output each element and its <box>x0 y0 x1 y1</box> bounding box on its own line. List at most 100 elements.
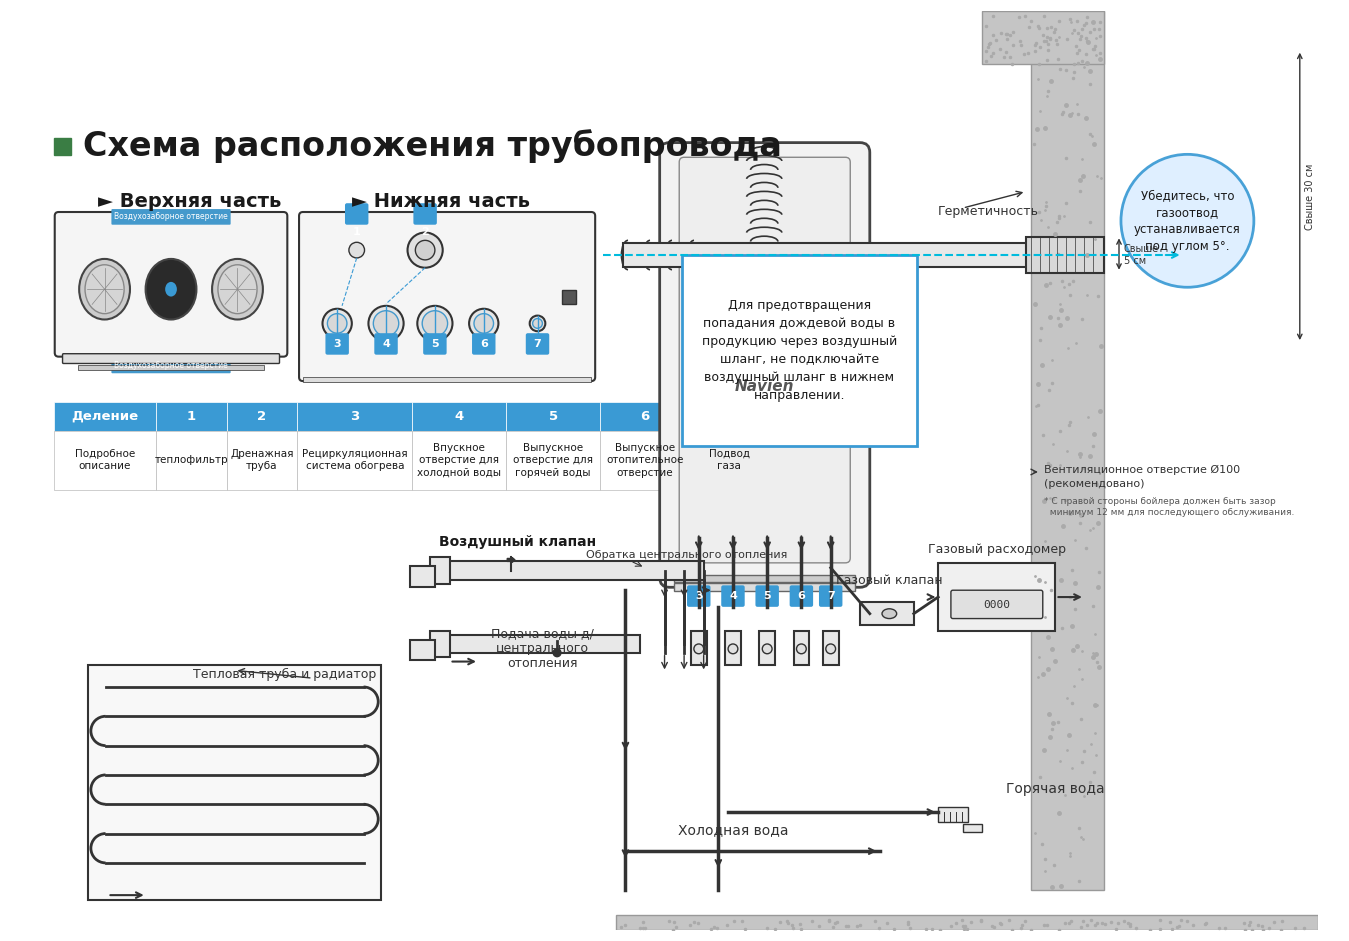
Text: Воздухозаборное отверстие: Воздухозаборное отверстие <box>115 361 228 370</box>
FancyBboxPatch shape <box>55 212 287 357</box>
Circle shape <box>533 319 542 328</box>
Bar <box>689 431 768 489</box>
Text: 2: 2 <box>258 409 267 423</box>
Text: 5: 5 <box>432 339 438 349</box>
Ellipse shape <box>212 259 263 320</box>
Text: 4: 4 <box>455 409 464 423</box>
FancyBboxPatch shape <box>345 203 368 225</box>
Circle shape <box>349 242 364 258</box>
Bar <box>413 402 506 431</box>
Text: Свыше
5 см: Свыше 5 см <box>1124 245 1159 265</box>
Ellipse shape <box>882 609 897 618</box>
Text: Подача воды д/
центрального
отопления: Подача воды д/ центрального отопления <box>491 628 594 670</box>
Bar <box>615 915 1318 931</box>
Bar <box>506 431 600 489</box>
Ellipse shape <box>146 259 197 320</box>
Text: Впускное
отверстие для
холодной воды: Впускное отверстие для холодной воды <box>417 443 502 478</box>
Bar <box>1027 237 1105 273</box>
Bar <box>54 431 156 489</box>
Text: 3: 3 <box>695 591 703 601</box>
Text: 4: 4 <box>728 591 737 601</box>
FancyBboxPatch shape <box>112 209 231 225</box>
Text: теплофильтр: теплофильтр <box>155 455 228 465</box>
Text: Газовый клапан: Газовый клапан <box>836 574 943 587</box>
Bar <box>938 563 1055 631</box>
Circle shape <box>762 644 772 654</box>
FancyBboxPatch shape <box>472 333 495 355</box>
Bar <box>861 602 913 626</box>
Bar <box>227 402 297 431</box>
FancyBboxPatch shape <box>951 590 1043 618</box>
Text: Герметичность: Герметичность <box>938 204 1039 217</box>
Bar <box>445 561 704 581</box>
Bar <box>304 377 591 382</box>
Bar <box>54 402 156 431</box>
Bar <box>88 665 382 900</box>
Text: Схема расположения трубопровода: Схема расположения трубопровода <box>84 130 782 164</box>
Text: Деление: Деление <box>71 409 139 423</box>
Text: 4: 4 <box>382 339 390 349</box>
Text: * С правой стороны бойлера должен быть зазор
  минимум 12 мм для последующего об: * С правой стороны бойлера должен быть з… <box>1044 498 1294 518</box>
Ellipse shape <box>219 264 258 313</box>
Bar <box>689 402 768 431</box>
Text: ► Нижняя часть: ► Нижняя часть <box>352 192 530 211</box>
Bar <box>674 583 855 591</box>
FancyBboxPatch shape <box>526 333 549 355</box>
Bar <box>1031 10 1105 890</box>
Circle shape <box>693 644 704 654</box>
Bar <box>430 631 449 657</box>
Circle shape <box>328 313 347 333</box>
Text: 7: 7 <box>827 591 835 601</box>
Text: 6: 6 <box>797 591 805 601</box>
FancyBboxPatch shape <box>789 585 813 607</box>
Bar <box>297 402 413 431</box>
Bar <box>156 431 227 489</box>
Bar <box>563 290 576 304</box>
FancyBboxPatch shape <box>374 333 398 355</box>
Text: 1: 1 <box>188 409 196 423</box>
Text: Вентиляционное отверстие Ø100
(рекомендовано): Вентиляционное отверстие Ø100 (рекомендо… <box>1044 465 1240 488</box>
Text: Выпускное
отопительное
отверстие: Выпускное отопительное отверстие <box>606 443 684 478</box>
FancyBboxPatch shape <box>679 157 850 563</box>
Text: 7: 7 <box>534 339 541 349</box>
Bar <box>622 244 1031 266</box>
Text: 1: 1 <box>353 227 360 236</box>
Text: 5: 5 <box>764 591 772 601</box>
Text: ► Верхняя часть: ► Верхняя часть <box>97 192 281 211</box>
Bar <box>726 631 741 665</box>
Text: Для предотвращения
попадания дождевой воды в
продукцию через воздушный
шланг, не: Для предотвращения попадания дождевой во… <box>701 299 897 402</box>
Bar <box>691 631 707 665</box>
FancyBboxPatch shape <box>660 143 870 587</box>
Text: 6: 6 <box>480 339 488 349</box>
Text: Тепловая труба и радиатор: Тепловая труба и радиатор <box>193 668 376 681</box>
Circle shape <box>374 311 399 336</box>
Text: Воздухозаборное отверстие: Воздухозаборное отверстие <box>115 213 228 221</box>
Circle shape <box>1121 154 1253 287</box>
FancyBboxPatch shape <box>424 333 447 355</box>
Text: Navien: Navien <box>735 378 795 393</box>
FancyBboxPatch shape <box>413 203 437 225</box>
Text: Подробное
описание: Подробное описание <box>76 449 135 471</box>
Ellipse shape <box>85 264 124 313</box>
Circle shape <box>368 306 403 341</box>
Text: Холодная вода: Холодная вода <box>677 823 788 837</box>
Bar <box>759 631 774 665</box>
Circle shape <box>469 309 498 338</box>
Bar <box>793 631 809 665</box>
Bar <box>297 431 413 489</box>
FancyBboxPatch shape <box>299 212 595 381</box>
Circle shape <box>473 313 494 333</box>
Circle shape <box>530 315 545 331</box>
Circle shape <box>417 306 452 341</box>
Text: 7: 7 <box>724 409 734 423</box>
Bar <box>430 557 449 584</box>
Circle shape <box>415 240 434 260</box>
Bar <box>674 575 855 582</box>
Bar <box>963 823 982 832</box>
Bar <box>506 402 600 431</box>
Text: 3: 3 <box>333 339 341 349</box>
Circle shape <box>796 644 807 654</box>
Bar <box>413 431 506 489</box>
Text: Рециркуляционная
система обогрева: Рециркуляционная система обогрева <box>302 449 407 471</box>
Bar <box>156 402 227 431</box>
